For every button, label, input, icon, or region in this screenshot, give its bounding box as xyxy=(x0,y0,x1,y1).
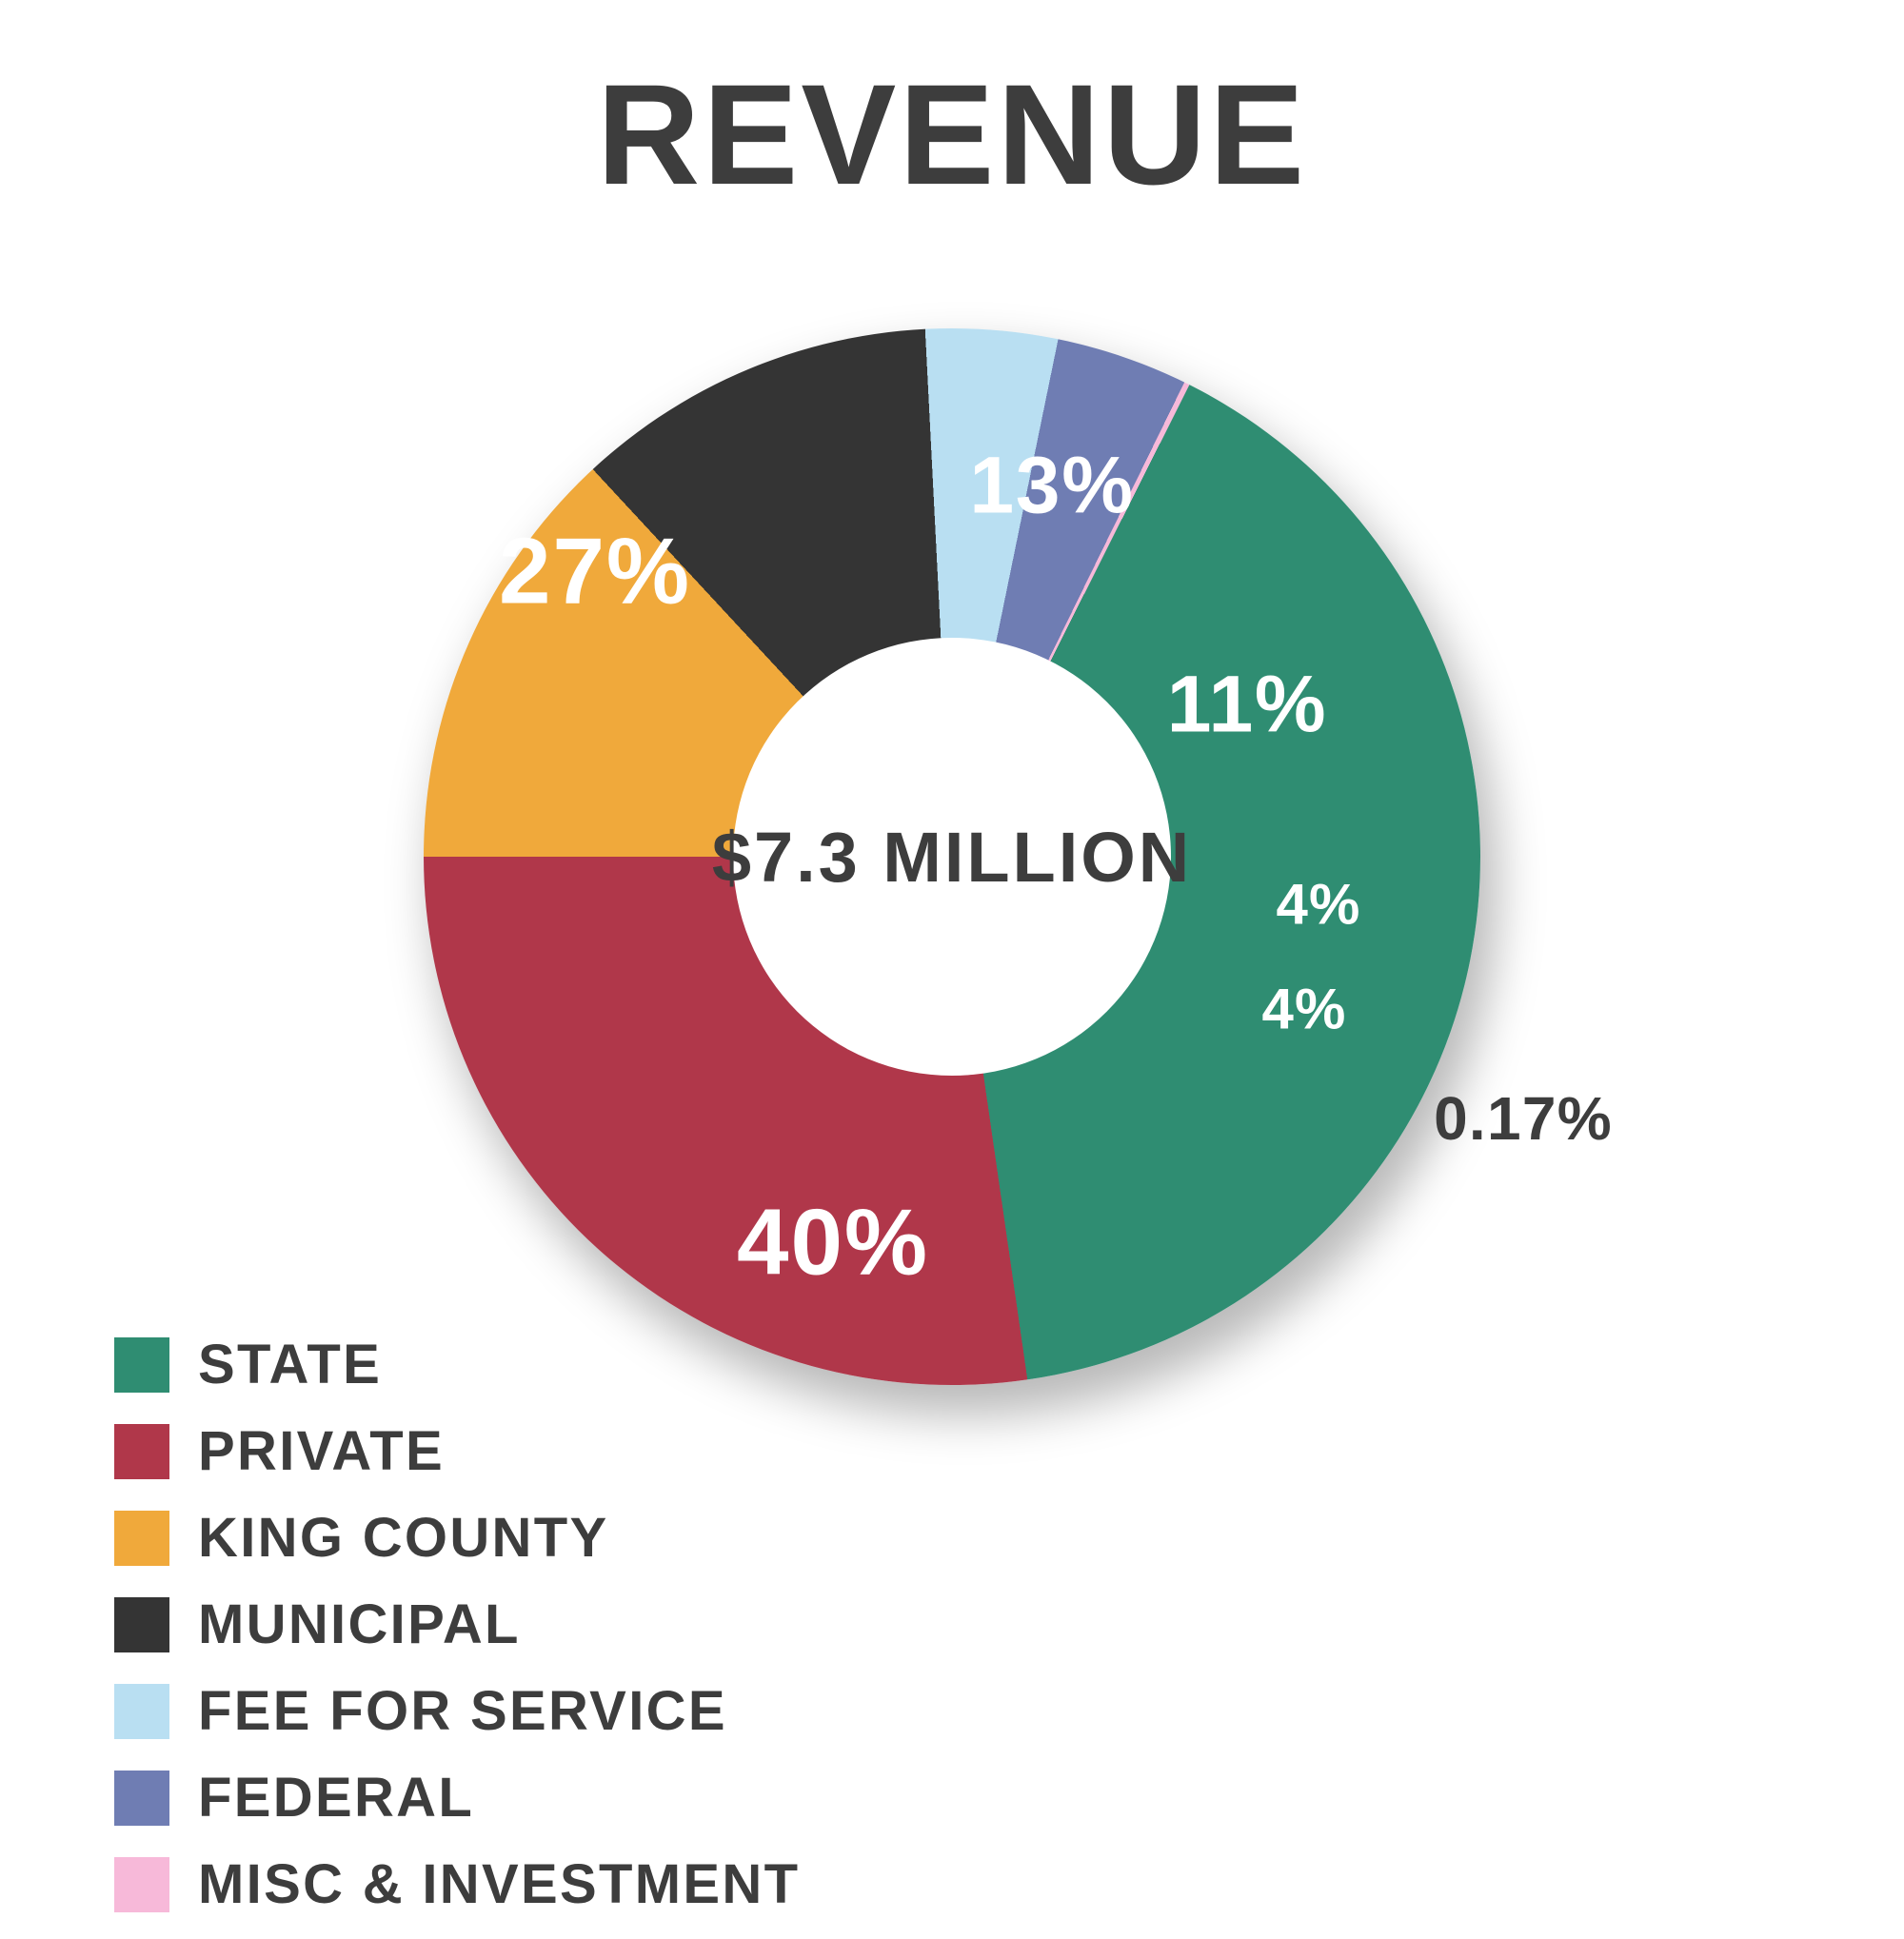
legend-label-federal: FEDERAL xyxy=(198,1766,474,1830)
legend-item-state: STATE xyxy=(114,1333,800,1396)
legend-label-state: STATE xyxy=(198,1333,382,1396)
legend-label-fee-for-service: FEE FOR SERVICE xyxy=(198,1679,727,1743)
legend: STATE PRIVATE KING COUNTY MUNICIPAL FEE FOR … xyxy=(114,1333,800,1939)
legend-swatch-municipal xyxy=(114,1597,169,1652)
legend-item-king-county: KING COUNTY xyxy=(114,1506,800,1570)
legend-label-misc-investment: MISC & INVESTMENT xyxy=(198,1852,800,1916)
legend-item-misc-investment: MISC & INVESTMENT xyxy=(114,1852,800,1916)
legend-item-municipal: MUNICIPAL xyxy=(114,1593,800,1656)
legend-swatch-fee-for-service xyxy=(114,1684,169,1739)
donut-hole: $7.3 MILLION xyxy=(733,638,1171,1076)
legend-swatch-federal xyxy=(114,1771,169,1826)
legend-label-private: PRIVATE xyxy=(198,1419,445,1483)
legend-swatch-king-county xyxy=(114,1511,169,1566)
legend-item-federal: FEDERAL xyxy=(114,1766,800,1830)
slice-label-state: 40% xyxy=(737,1189,929,1296)
slice-label-misc-investment: 0.17% xyxy=(1434,1083,1613,1154)
slice-label-federal: 4% xyxy=(1261,977,1346,1042)
revenue-donut-chart: $7.3 MILLION xyxy=(424,328,1480,1385)
slice-label-municipal: 11% xyxy=(1167,659,1328,751)
slice-label-fee-for-service: 4% xyxy=(1276,872,1360,938)
legend-item-fee-for-service: FEE FOR SERVICE xyxy=(114,1679,800,1743)
slice-label-private: 27% xyxy=(499,518,691,625)
donut-center-text: $7.3 MILLION xyxy=(712,817,1192,898)
chart-title: REVENUE xyxy=(597,52,1307,217)
slice-label-king-county: 13% xyxy=(969,440,1134,532)
legend-label-municipal: MUNICIPAL xyxy=(198,1593,521,1656)
legend-item-private: PRIVATE xyxy=(114,1419,800,1483)
legend-swatch-state xyxy=(114,1337,169,1393)
legend-swatch-private xyxy=(114,1424,169,1479)
legend-label-king-county: KING COUNTY xyxy=(198,1506,609,1570)
